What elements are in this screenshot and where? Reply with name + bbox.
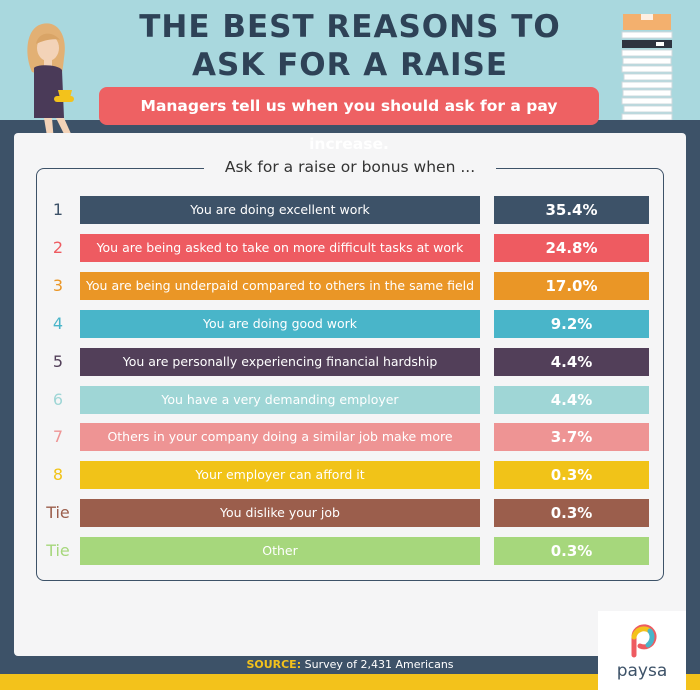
- table-row: 8 Your employer can afford it 0.3%: [40, 461, 660, 490]
- paper-stack-illustration: [621, 14, 673, 120]
- rank-label: Tie: [46, 503, 70, 523]
- reason-bar: Other: [80, 537, 480, 566]
- source-note: SOURCE: Survey of 2,431 Americans: [150, 657, 550, 673]
- reason-bar: You are being underpaid compared to othe…: [80, 271, 480, 300]
- percentage-bar: 24.8%: [494, 233, 649, 262]
- rank-label: 6: [52, 389, 64, 409]
- rank-label: 1: [52, 200, 64, 219]
- rank-label: Tie: [46, 541, 70, 561]
- paysa-logo-icon: [631, 624, 657, 658]
- percentage-bar: 9.2%: [494, 309, 649, 338]
- title-line-1: THE BEST REASONS TO: [139, 9, 561, 45]
- table-row: Tie Other 0.3%: [40, 537, 660, 566]
- percentage-bar: 17.0%: [494, 271, 649, 300]
- reason-bar: You dislike your job: [80, 499, 480, 528]
- percentage-bar: 4.4%: [494, 385, 649, 414]
- rank-label: 7: [52, 427, 64, 447]
- table-row: 6 You have a very demanding employer 4.4%: [40, 385, 660, 414]
- reason-bar: You have a very demanding employer: [80, 385, 480, 414]
- percentage-bar: 3.7%: [494, 423, 649, 452]
- footer-band: [0, 674, 700, 690]
- rank-label: 8: [52, 465, 64, 485]
- source-text: Survey of 2,431 Americans: [304, 658, 454, 671]
- rank-label: 5: [52, 351, 64, 371]
- reasons-heading: Ask for a raise or bonus when ...: [204, 153, 496, 181]
- table-row: Tie You dislike your job 0.3%: [40, 499, 660, 528]
- percentage-bar: 35.4%: [494, 196, 649, 224]
- reason-bar: Your employer can afford it: [80, 461, 480, 490]
- reason-bar: You are doing good work: [80, 309, 480, 338]
- rank-label: 2: [52, 237, 64, 257]
- paysa-logo-text: paysa: [616, 661, 668, 681]
- table-row: 5 You are personally experiencing financi…: [40, 347, 660, 376]
- rank-label: 3: [52, 275, 64, 295]
- table-row: 1 You are doing excellent work 35.4%: [40, 196, 660, 224]
- subtitle-banner: Managers tell us when you should ask for…: [99, 87, 599, 153]
- source-label: SOURCE:: [246, 658, 302, 671]
- reason-bar: You are being asked to take on more diff…: [80, 233, 480, 262]
- percentage-bar: 0.3%: [494, 537, 649, 566]
- title-line-2: ASK FOR A RAISE: [191, 47, 508, 83]
- page-title: THE BEST REASONS TO ASK FOR A RAISE: [130, 8, 570, 84]
- percentage-bar: 0.3%: [494, 461, 649, 490]
- percentage-bar: 4.4%: [494, 347, 649, 376]
- reason-bar: You are doing excellent work: [80, 196, 480, 224]
- percentage-bar: 0.3%: [494, 499, 649, 528]
- table-row: 4 You are doing good work 9.2%: [40, 309, 660, 338]
- table-row: 7 Others in your company doing a similar …: [40, 423, 660, 452]
- reason-bar: Others in your company doing a similar j…: [80, 423, 480, 452]
- rank-label: 4: [52, 313, 64, 333]
- reason-bar: You are personally experiencing financia…: [80, 347, 480, 376]
- table-row: 2 You are being asked to take on more dif…: [40, 233, 660, 262]
- paysa-logo: paysa: [598, 611, 686, 690]
- woman-with-coffee-illustration: [27, 23, 81, 148]
- table-row: 3 You are being underpaid compared to oth…: [40, 271, 660, 300]
